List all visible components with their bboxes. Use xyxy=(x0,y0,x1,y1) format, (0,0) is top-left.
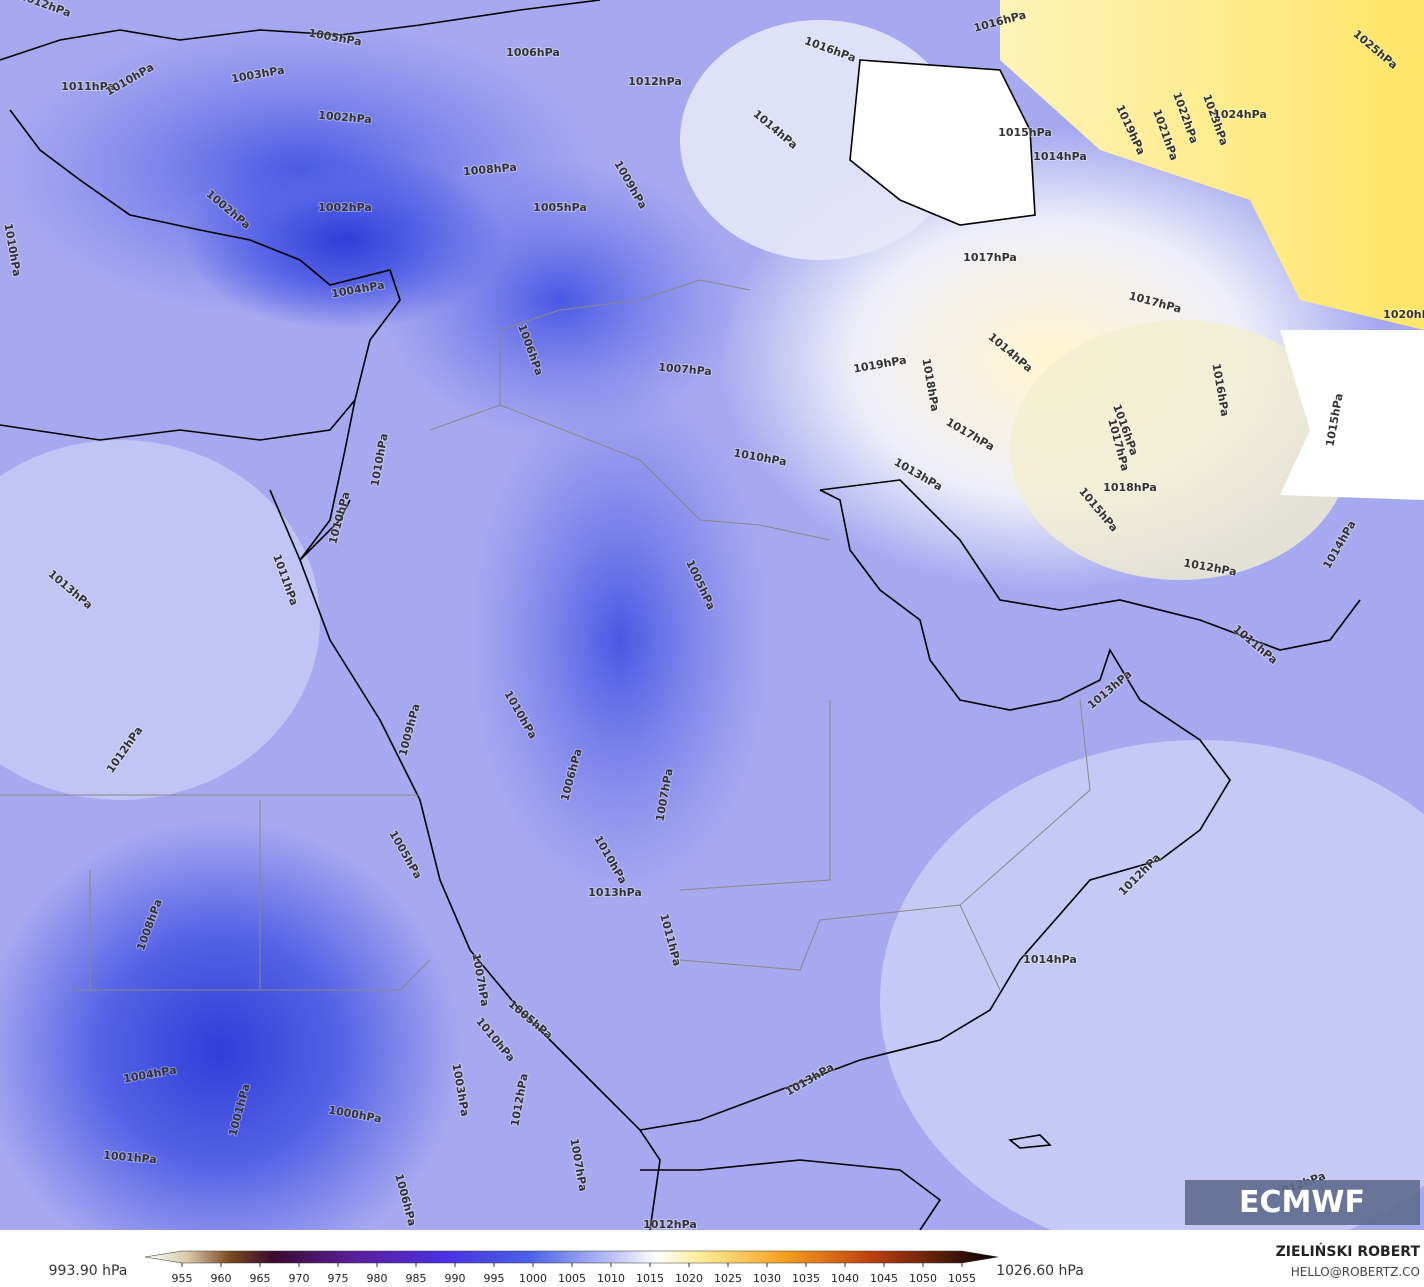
colorbar-tick-label: 1010 xyxy=(597,1272,625,1285)
legend-max: 1026.60 hPa xyxy=(996,1263,1084,1279)
colorbar-ticks: 955 960 965 970 975 980 985 990 995 1000 1005 1010 1… xyxy=(172,1263,976,1285)
isobar-label: 1001hPa xyxy=(103,1149,158,1167)
colorbar-tick-label: 1030 xyxy=(753,1272,781,1285)
legend-min: 993.90 hPa xyxy=(49,1263,128,1279)
isobar-label: 1015hPa xyxy=(998,126,1052,139)
colorbar-tick-label: 955 xyxy=(172,1272,193,1285)
colorbar-ramp xyxy=(144,1250,999,1264)
colorbar-tick-label: 960 xyxy=(211,1272,232,1285)
isobar-label: 1002hPa xyxy=(318,109,373,127)
logo: ECMWF xyxy=(1185,1180,1420,1225)
colorbar-tick-label: 965 xyxy=(250,1272,271,1285)
isobar-label: 1006hPa xyxy=(506,46,560,59)
logo-text: ECMWF xyxy=(1239,1185,1365,1220)
colorbar-tick-label: 1020 xyxy=(675,1272,703,1285)
isobar-label: 1014hPa xyxy=(1023,953,1077,966)
logo-box xyxy=(1185,1180,1420,1225)
isobar-label: 1012hPa xyxy=(643,1218,697,1231)
colorbar-tick-label: 1055 xyxy=(948,1272,976,1285)
isobar-label: 1007hPa xyxy=(658,361,713,379)
colorbar-tick-label: 1035 xyxy=(792,1272,820,1285)
colorbar-tick-label: 990 xyxy=(445,1272,466,1285)
colorbar-tick-label: 975 xyxy=(328,1272,349,1285)
isobar-label: 1014hPa xyxy=(1033,150,1087,163)
colorbar-tick-label: 970 xyxy=(289,1272,310,1285)
isobar-label: 1012hPa xyxy=(628,75,682,88)
colorbar-tick-label: 1045 xyxy=(870,1272,898,1285)
colorbar-tick-label: 1015 xyxy=(636,1272,664,1285)
email: HELLO@ROBERTZ.CO xyxy=(1291,1265,1420,1279)
isobar-label: 1024hPa xyxy=(1213,108,1267,121)
isobar-label: 1017hPa xyxy=(963,251,1017,264)
colorbar-tick-label: 1005 xyxy=(558,1272,586,1285)
isobar-label: 1011hPa xyxy=(61,80,115,93)
colorbar-tick-label: 1000 xyxy=(519,1272,547,1285)
colorbar: 955 960 965 970 975 980 985 990 995 1000 1005 1010 1… xyxy=(144,1250,999,1285)
isobar-label: 1013hPa xyxy=(588,886,642,899)
colorbar-tick-label: 995 xyxy=(484,1272,505,1285)
colorbar-tick-label: 985 xyxy=(406,1272,427,1285)
isobar-label: 1020hPa xyxy=(1383,308,1424,321)
colorbar-tick-label: 1050 xyxy=(909,1272,937,1285)
isobar-label: 1002hPa xyxy=(318,201,372,214)
author: ZIELIŃSKI ROBERT xyxy=(1276,1242,1421,1260)
isobar-label: 1018hPa xyxy=(1103,481,1157,494)
colorbar-tick-label: 980 xyxy=(367,1272,388,1285)
colorbar-tick-label: 1025 xyxy=(714,1272,742,1285)
colorbar-tick-label: 1040 xyxy=(831,1272,859,1285)
isobar-label: 1005hPa xyxy=(533,201,587,214)
isobar-label: 1008hPa xyxy=(463,161,518,179)
